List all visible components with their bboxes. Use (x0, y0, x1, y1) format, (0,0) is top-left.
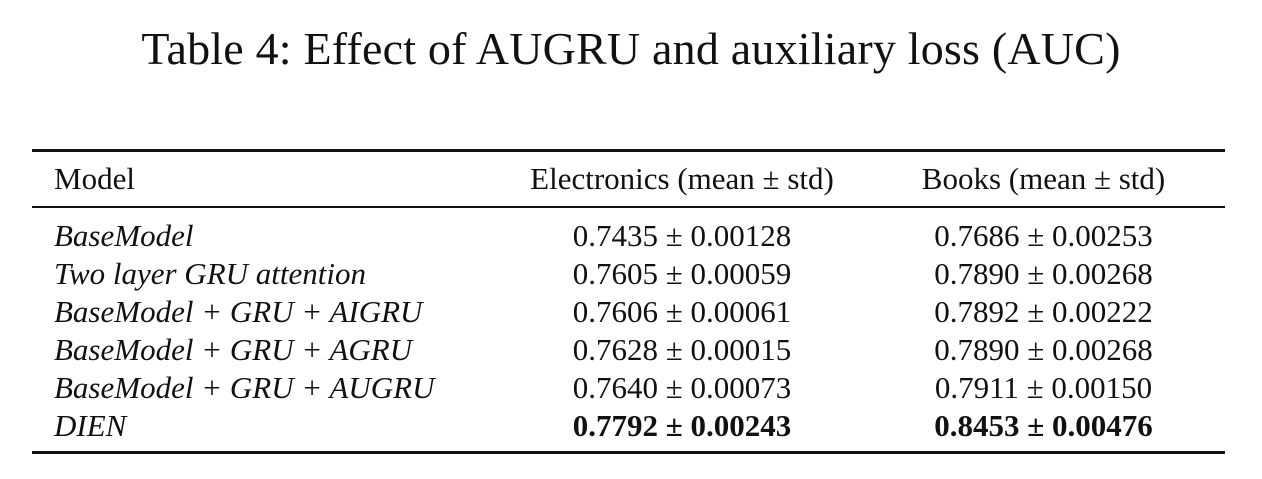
electronics-auc: 0.7628 ± 0.00015 (572, 332, 792, 367)
books-auc: 0.7686 ± 0.00253 (934, 218, 1153, 253)
model-name: BaseModel + GRU + AIGRU (54, 294, 423, 329)
electronics-auc: 0.7792 ± 0.00243 (572, 408, 792, 443)
model-name: BaseModel (54, 218, 194, 253)
books-auc: 0.7892 ± 0.00222 (934, 294, 1153, 329)
model-name: BaseModel + GRU + AGRU (54, 332, 413, 367)
books-auc: 0.8453 ± 0.00476 (934, 408, 1153, 443)
table-row: BaseModel + GRU + AUGRU 0.7640 ± 0.00073… (32, 369, 1225, 407)
table-row: BaseModel + GRU + AGRU 0.7628 ± 0.00015 … (32, 331, 1225, 369)
table-row: BaseModel 0.7435 ± 0.00128 0.7686 ± 0.00… (32, 217, 1225, 255)
model-name: BaseModel + GRU + AUGRU (54, 370, 435, 405)
table-row: BaseModel + GRU + AIGRU 0.7606 ± 0.00061… (32, 293, 1225, 331)
electronics-auc: 0.7605 ± 0.00059 (572, 256, 792, 291)
results-table-body: BaseModel 0.7435 ± 0.00128 0.7686 ± 0.00… (32, 217, 1225, 445)
electronics-auc: 0.7606 ± 0.00061 (572, 294, 792, 329)
results-table: Model Electronics (mean ± std) Books (me… (32, 152, 1225, 206)
table-row: DIEN 0.7792 ± 0.00243 0.8453 ± 0.00476 (32, 407, 1225, 445)
header-books: Books (mean ± std) (921, 161, 1166, 196)
model-name: DIEN (54, 408, 127, 443)
header-rule (32, 206, 1225, 208)
header-row: Model Electronics (mean ± std) Books (me… (32, 152, 1225, 206)
electronics-auc: 0.7640 ± 0.00073 (572, 370, 792, 405)
header-model: Model (54, 161, 135, 196)
electronics-auc: 0.7435 ± 0.00128 (572, 218, 792, 253)
table-row: Two layer GRU attention 0.7605 ± 0.00059… (32, 255, 1225, 293)
bottom-rule (32, 451, 1225, 454)
model-name: Two layer GRU attention (54, 256, 366, 291)
books-auc: 0.7890 ± 0.00268 (934, 256, 1153, 291)
header-electronics: Electronics (mean ± std) (530, 161, 834, 196)
results-table-container: Model Electronics (mean ± std) Books (me… (32, 149, 1225, 454)
top-rule (32, 149, 1225, 152)
books-auc: 0.7911 ± 0.00150 (934, 370, 1153, 405)
books-auc: 0.7890 ± 0.00268 (934, 332, 1153, 367)
table-caption: Table 4: Effect of AUGRU and auxiliary l… (141, 23, 1121, 74)
